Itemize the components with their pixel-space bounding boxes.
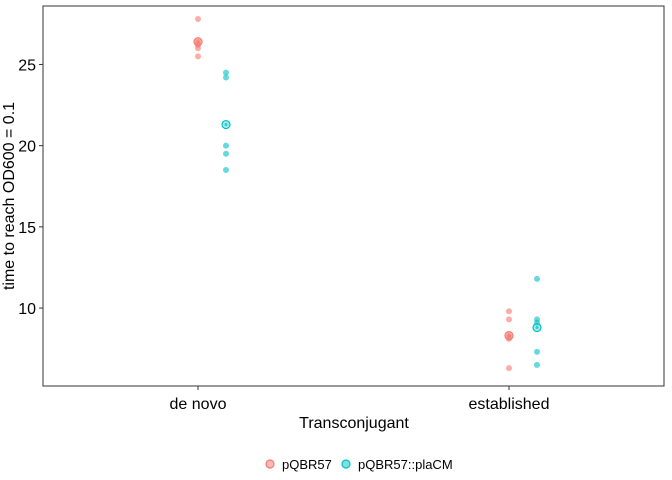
data-point [506, 335, 512, 342]
data-point [223, 167, 229, 174]
x-axis: de novo established [170, 386, 550, 413]
y-axis-title: time to reach OD600 = 0.1 [1, 102, 18, 290]
legend-key [341, 459, 351, 469]
data-point [534, 361, 540, 368]
data-point [534, 348, 540, 355]
data-point [195, 53, 201, 60]
legend-key [265, 459, 275, 469]
data-point [223, 142, 229, 149]
y-tick-label: 25 [18, 57, 36, 74]
x-axis-title: Transconjugant [299, 415, 409, 432]
y-tick-label: 15 [18, 220, 36, 237]
data-point [195, 45, 201, 52]
legend-label: pQBR57 [282, 457, 332, 472]
plot-panel [42, 5, 665, 387]
mean-markers [193, 37, 542, 341]
data-point [195, 15, 201, 22]
data-point [223, 69, 229, 76]
data-point [534, 275, 540, 282]
y-tick-label: 20 [18, 139, 36, 156]
mean-center-dot [507, 334, 511, 338]
y-axis: 10 15 20 25 [18, 57, 43, 318]
data-point [506, 308, 512, 315]
data-point [506, 365, 512, 372]
mean-center-dot [224, 123, 228, 127]
mean-center-dot [535, 326, 539, 330]
mean-center-dot [196, 40, 200, 44]
data-points [195, 15, 540, 372]
data-point [223, 150, 229, 157]
y-tick-label: 10 [18, 301, 36, 318]
legend-label: pQBR57::plaCM [358, 457, 453, 472]
data-point [223, 74, 229, 81]
legend: pQBR57 pQBR57::plaCM [265, 457, 453, 472]
x-tick-label: established [469, 396, 550, 413]
data-point [506, 316, 512, 323]
x-tick-label: de novo [170, 396, 227, 413]
